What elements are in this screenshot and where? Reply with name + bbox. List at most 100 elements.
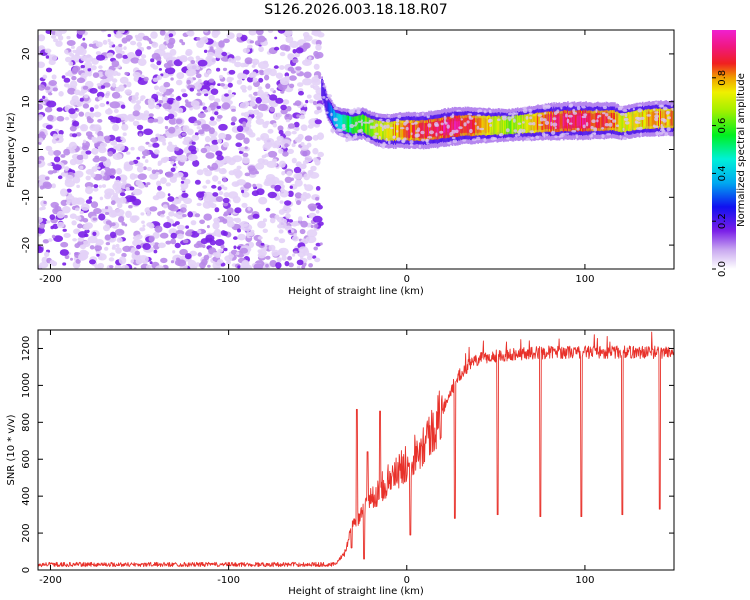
noise-blob	[101, 184, 107, 188]
noise-blob	[104, 212, 110, 215]
noise-blob	[294, 52, 301, 58]
ridge-halo	[514, 134, 518, 138]
noise-blob	[226, 76, 233, 83]
noise-blob	[96, 137, 102, 142]
noise-blob	[220, 83, 225, 87]
ridge-halo	[418, 144, 421, 149]
ridge-halo	[349, 123, 355, 129]
noise-blob	[45, 67, 53, 73]
noise-blob	[150, 58, 155, 63]
noise-blob	[83, 54, 94, 63]
noise-blob	[175, 79, 183, 86]
noise-blob	[162, 102, 170, 110]
ridge-halo	[353, 107, 356, 111]
noise-blob	[265, 207, 271, 212]
ridge-cell	[522, 119, 524, 129]
noise-blob	[67, 87, 76, 95]
noise-blob	[288, 75, 297, 81]
ridge-halo	[405, 126, 409, 131]
noise-blob	[187, 211, 193, 218]
noise-blob	[56, 210, 65, 219]
noise-blob	[79, 165, 84, 170]
ridge-halo	[415, 133, 420, 138]
noise-blob	[160, 177, 167, 185]
ridge-cell	[572, 117, 575, 124]
noise-blob	[170, 161, 175, 165]
ridge-halo	[543, 112, 547, 115]
ridge-cell	[622, 118, 625, 127]
noise-blob	[150, 31, 158, 39]
ridge-halo	[456, 109, 462, 112]
noise-blob	[69, 213, 77, 219]
noise-blob	[235, 174, 241, 179]
noise-blob	[83, 94, 89, 99]
noise-blob	[167, 193, 171, 197]
noise-blob	[266, 160, 278, 168]
ridge-halo	[429, 130, 434, 135]
noise-blob	[275, 72, 283, 79]
noise-blob	[279, 160, 286, 168]
noise-blob	[264, 74, 270, 81]
noise-blob	[169, 155, 178, 162]
ridge-cell	[671, 115, 674, 121]
x-tick-label: -100	[217, 274, 240, 285]
ridge-halo	[638, 126, 643, 131]
ridge-halo	[392, 135, 396, 139]
ridge-halo	[612, 119, 617, 123]
noise-blob	[231, 108, 236, 112]
noise-blob	[47, 149, 55, 156]
ridge-halo	[458, 126, 463, 130]
colorbar-tick-label: 0.2	[717, 213, 728, 229]
colorbar-tick-label: 0.4	[717, 165, 728, 181]
noise-blob	[278, 209, 285, 215]
noise-blob	[247, 207, 251, 211]
ridge-halo	[517, 122, 522, 125]
noise-blob	[154, 265, 165, 269]
ridge-halo	[450, 115, 454, 118]
snr-dip	[409, 534, 411, 536]
noise-blob	[71, 220, 77, 226]
noise-blob	[112, 124, 120, 132]
noise-blob	[296, 265, 301, 269]
noise-blob	[198, 37, 209, 44]
y-tick-label: 400	[21, 487, 32, 506]
noise-blob	[182, 125, 190, 133]
ridge-cell	[547, 118, 550, 125]
noise-blob	[190, 60, 196, 64]
noise-blob	[51, 183, 56, 189]
ridge-halo	[622, 127, 625, 131]
noise-blob	[303, 71, 312, 79]
noise-blob	[83, 223, 90, 231]
noise-blob	[170, 238, 177, 245]
noise-blob	[204, 135, 211, 143]
colorbar-tick-label: 0.8	[717, 70, 728, 86]
noise-blob	[296, 259, 304, 266]
noise-blob	[163, 81, 171, 88]
noise-blob	[191, 141, 196, 145]
ridge-cell	[321, 79, 323, 97]
noise-blob	[302, 31, 310, 38]
noise-blob	[111, 246, 116, 250]
noise-blob	[89, 259, 96, 265]
ridge-halo	[451, 129, 456, 134]
ridge-halo	[554, 126, 557, 130]
colorbar-label: Normalized spectral amplitude	[736, 73, 747, 227]
x-tick-label: -100	[217, 575, 240, 586]
noise-blob	[313, 63, 320, 70]
noise-blob	[76, 77, 86, 84]
ridge-cell	[358, 117, 361, 131]
noise-blob	[82, 85, 89, 90]
noise-blob	[134, 250, 140, 256]
ridge-cell	[604, 117, 607, 124]
ridge-cell	[665, 115, 668, 121]
ridge-halo	[378, 118, 383, 122]
noise-blob	[77, 223, 83, 229]
ridge-cell	[521, 119, 523, 129]
noise-blob	[251, 58, 260, 65]
noise-blob	[256, 137, 261, 142]
noise-blob	[110, 175, 115, 179]
noise-blob	[230, 122, 236, 126]
ridge-cell	[390, 126, 393, 136]
noise-blob	[163, 222, 172, 229]
